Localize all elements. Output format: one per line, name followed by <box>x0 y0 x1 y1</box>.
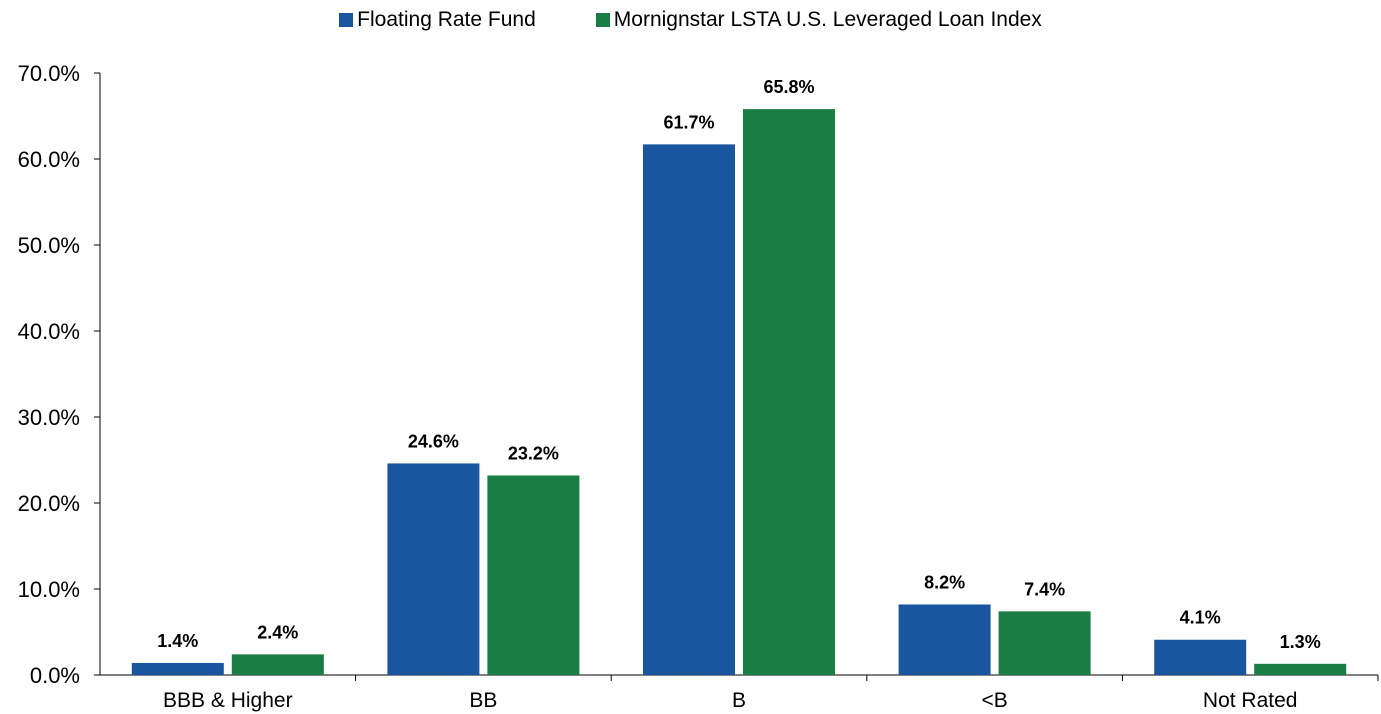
data-label: 7.4% <box>1024 579 1065 599</box>
data-label: 61.7% <box>663 112 714 132</box>
y-tick-label: 70.0% <box>18 61 80 86</box>
bar <box>387 463 480 675</box>
bar <box>487 475 580 675</box>
legend-swatch-fund <box>339 13 354 27</box>
legend-label-index: Mornignstar LSTA U.S. Leveraged Loan Ind… <box>613 8 1042 31</box>
y-tick-label: 0.0% <box>30 663 80 688</box>
y-tick-label: 10.0% <box>18 577 80 602</box>
y-tick-label: 60.0% <box>18 147 80 172</box>
y-tick-label: 20.0% <box>18 491 80 516</box>
bar <box>998 611 1091 675</box>
bar <box>1254 663 1347 675</box>
x-category-label: B <box>732 689 746 712</box>
data-label: 1.3% <box>1280 632 1321 652</box>
data-label: 1.4% <box>157 631 198 651</box>
bar <box>898 604 991 675</box>
data-label: 24.6% <box>408 431 459 451</box>
data-label: 23.2% <box>508 443 559 463</box>
bar <box>643 144 735 675</box>
bar <box>131 662 224 675</box>
legend-swatch-index <box>595 13 610 27</box>
y-tick-label: 30.0% <box>18 405 80 430</box>
y-tick-label: 50.0% <box>18 233 80 258</box>
legend-item-index: Mornignstar LSTA U.S. Leveraged Loan Ind… <box>595 8 1042 32</box>
legend-item-fund: Floating Rate Fund <box>339 8 536 32</box>
data-label: 2.4% <box>257 622 298 642</box>
bar <box>231 654 324 675</box>
data-label: 65.8% <box>763 77 814 97</box>
x-category-label: Not Rated <box>1203 689 1298 712</box>
bar <box>1154 639 1247 675</box>
legend: Floating Rate Fund Mornignstar LSTA U.S.… <box>0 6 1381 34</box>
legend-label-fund: Floating Rate Fund <box>357 8 536 31</box>
x-category-label: <B <box>981 689 1007 712</box>
data-label: 4.1% <box>1180 608 1221 628</box>
y-tick-label: 40.0% <box>18 319 80 344</box>
x-category-label: BB <box>469 689 497 712</box>
data-label: 8.2% <box>924 572 965 592</box>
bar <box>743 109 835 676</box>
x-category-label: BBB & Higher <box>163 689 293 712</box>
